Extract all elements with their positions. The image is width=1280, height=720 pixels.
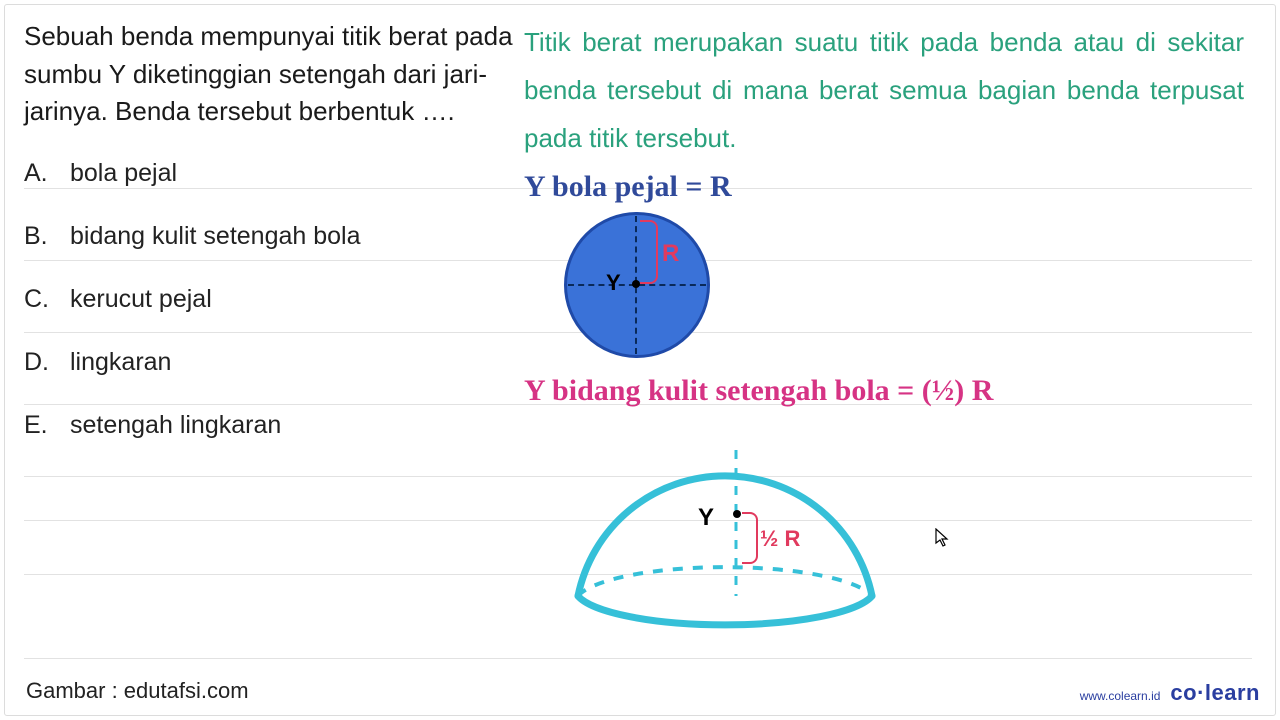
option-a[interactable]: A. bola pejal <box>24 159 514 188</box>
brand-url: www.colearn.id <box>1080 689 1161 703</box>
hemisphere-label-y: Y <box>698 504 714 532</box>
image-credit: Gambar : edutafsi.com <box>26 678 249 704</box>
option-label: bidang kulit setengah bola <box>70 222 361 251</box>
option-label: kerucut pejal <box>70 285 212 314</box>
option-label: bola pejal <box>70 159 177 188</box>
rule-line <box>24 658 1252 659</box>
sphere-label-y: Y <box>606 270 621 296</box>
option-label: setengah lingkaran <box>70 411 281 440</box>
brand-logo-text: co·learn <box>1170 680 1260 706</box>
option-letter: E. <box>24 411 70 440</box>
cursor-icon <box>935 528 951 554</box>
sphere-label-r: R <box>662 240 679 268</box>
option-letter: A. <box>24 159 70 188</box>
option-e[interactable]: E. setengah lingkaran <box>24 411 514 440</box>
formula-hemisphere: Y bidang kulit setengah bola = (½) R <box>524 374 1244 408</box>
diagram-hemisphere-shell: Y ½ R <box>560 426 890 636</box>
option-letter: D. <box>24 348 70 377</box>
question-text: Sebuah benda mempunyai titik berat pada … <box>24 18 514 131</box>
option-letter: C. <box>24 285 70 314</box>
answer-options: A. bola pejal B. bidang kulit setengah b… <box>24 159 514 440</box>
option-d[interactable]: D. lingkaran <box>24 348 514 377</box>
hemisphere-half-bracket <box>742 512 758 564</box>
diagram-solid-sphere: Y R <box>564 212 710 358</box>
hemisphere-label-half-r: ½ R <box>760 526 800 552</box>
option-b[interactable]: B. bidang kulit setengah bola <box>24 222 514 251</box>
brand-footer: www.colearn.id co·learn <box>1080 680 1260 706</box>
formula-sphere: Y bola pejal = R <box>524 170 1244 204</box>
hemisphere-svg <box>560 426 890 636</box>
definition-text: Titik berat merupakan suatu titik pada b… <box>524 18 1244 162</box>
option-c[interactable]: C. kerucut pejal <box>24 285 514 314</box>
option-letter: B. <box>24 222 70 251</box>
option-label: lingkaran <box>70 348 171 377</box>
sphere-radius-bracket <box>640 220 658 284</box>
